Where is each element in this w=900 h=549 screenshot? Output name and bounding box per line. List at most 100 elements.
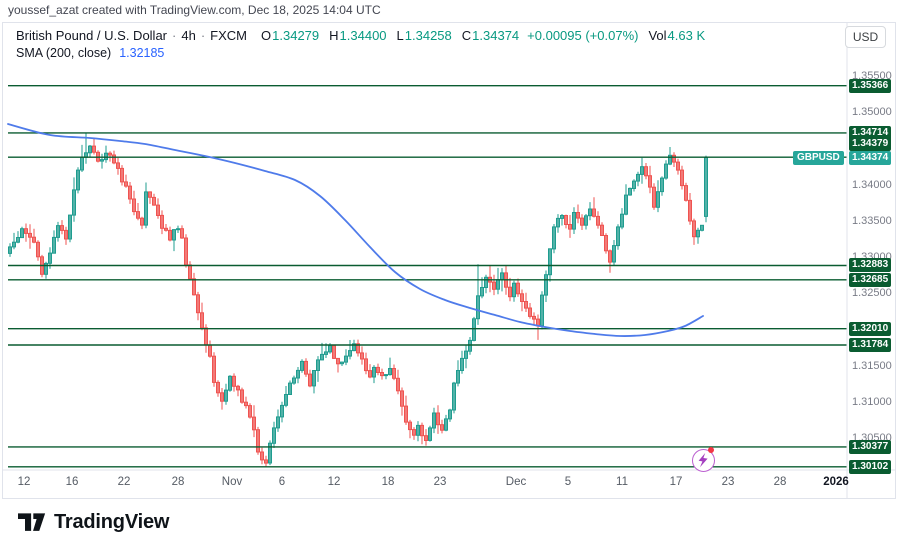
candle xyxy=(304,358,308,377)
tradingview-logo-icon[interactable] xyxy=(18,512,46,533)
candle xyxy=(20,226,24,239)
candle xyxy=(388,357,392,376)
footer: TradingView xyxy=(18,511,169,534)
event-flash-icon[interactable] xyxy=(692,447,715,472)
candle xyxy=(628,187,632,196)
candle xyxy=(560,214,564,226)
candle xyxy=(8,243,12,257)
candle xyxy=(148,191,152,204)
candle xyxy=(648,165,652,194)
candle xyxy=(160,210,164,235)
candle xyxy=(420,422,424,445)
candle xyxy=(132,190,136,216)
candle xyxy=(440,419,444,434)
candle xyxy=(120,165,124,186)
candle xyxy=(116,157,120,175)
currency-button[interactable]: USD xyxy=(845,26,886,48)
candle xyxy=(296,367,300,384)
candle xyxy=(412,427,416,440)
open-label: O xyxy=(261,28,272,43)
candle xyxy=(620,208,624,230)
high-label: H xyxy=(329,28,339,43)
candle xyxy=(232,373,236,392)
candle xyxy=(320,342,324,361)
candle xyxy=(152,193,156,206)
candle xyxy=(340,361,344,366)
candle xyxy=(576,204,580,224)
open-value: 1.34279 xyxy=(272,28,320,43)
candle xyxy=(452,381,456,414)
candle xyxy=(592,197,596,218)
candle xyxy=(276,409,280,432)
candle xyxy=(636,171,640,187)
candle xyxy=(512,280,516,302)
candle xyxy=(572,207,576,234)
separator-dot: · xyxy=(200,28,206,43)
low-value: 1.34258 xyxy=(404,28,452,43)
candle xyxy=(532,312,536,325)
candle xyxy=(540,291,544,330)
candles-series xyxy=(8,132,708,467)
candle xyxy=(684,182,688,202)
candle xyxy=(56,221,60,242)
candle xyxy=(64,226,68,245)
candle xyxy=(348,340,352,360)
separator-dot: · xyxy=(172,28,177,43)
candle xyxy=(184,234,188,268)
candle xyxy=(68,214,72,243)
candle xyxy=(52,230,56,254)
candle xyxy=(192,272,196,296)
symbol-exchange: FXCM xyxy=(210,28,248,43)
candle xyxy=(24,223,28,242)
candle xyxy=(404,395,408,425)
candle xyxy=(260,447,264,465)
legend-indicator-row: SMA (200, close) 1.32185 xyxy=(16,45,705,62)
candle xyxy=(600,222,604,236)
candle xyxy=(476,264,480,325)
candle xyxy=(180,225,184,239)
candle xyxy=(88,145,92,157)
candle xyxy=(308,369,312,388)
candle xyxy=(344,349,348,366)
candle xyxy=(580,214,584,230)
candle xyxy=(376,363,380,376)
candle xyxy=(60,220,64,235)
candle xyxy=(484,274,488,294)
candle xyxy=(660,176,664,196)
candle xyxy=(140,216,144,230)
candle xyxy=(272,421,276,448)
sma-line xyxy=(7,123,704,337)
candle xyxy=(256,426,260,455)
candle xyxy=(584,214,588,230)
candle xyxy=(464,344,468,369)
candle xyxy=(228,375,232,392)
legend-symbol-row: British Pound / U.S. Dollar · 4h · FXCM … xyxy=(16,27,705,44)
candle xyxy=(108,151,112,162)
candle xyxy=(564,214,568,229)
legend: British Pound / U.S. Dollar · 4h · FXCM … xyxy=(16,27,705,62)
candle xyxy=(596,211,600,229)
sma-indicator-label: SMA (200, close) xyxy=(16,46,112,60)
candle xyxy=(164,224,168,232)
candle xyxy=(676,158,680,175)
candle xyxy=(96,150,100,163)
candle xyxy=(268,440,272,466)
candle xyxy=(664,160,668,180)
chart-widget xyxy=(2,22,896,499)
candle xyxy=(700,224,704,232)
candle xyxy=(364,352,368,375)
candle xyxy=(408,419,412,439)
candle xyxy=(196,291,200,321)
candle xyxy=(264,455,268,467)
candle xyxy=(240,387,244,404)
candle xyxy=(624,184,628,216)
close-value: 1.34374 xyxy=(472,28,520,43)
candle xyxy=(292,375,296,385)
candle xyxy=(696,227,700,244)
candle xyxy=(244,396,248,409)
tradingview-brand-text[interactable]: TradingView xyxy=(54,511,170,533)
candle xyxy=(356,339,360,357)
candle xyxy=(672,152,676,167)
candle xyxy=(372,365,376,384)
